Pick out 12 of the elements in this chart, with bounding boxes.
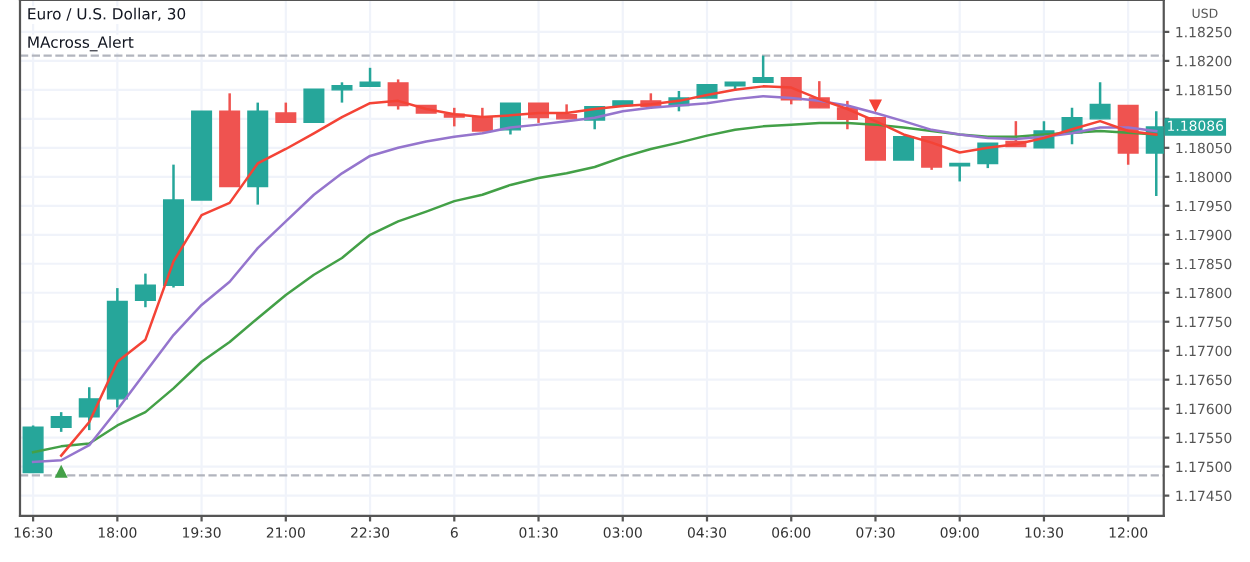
candlestick — [752, 54, 774, 84]
candlestick — [921, 135, 943, 172]
candlestick — [331, 81, 353, 104]
candlestick — [893, 136, 915, 161]
candlestick — [1089, 81, 1111, 121]
candlestick — [303, 88, 325, 124]
candlestick — [22, 424, 44, 474]
candlestick — [134, 272, 156, 309]
candlestick — [359, 66, 381, 88]
candlestick — [50, 410, 72, 434]
candlestick — [275, 101, 297, 124]
candlestick — [387, 78, 409, 111]
